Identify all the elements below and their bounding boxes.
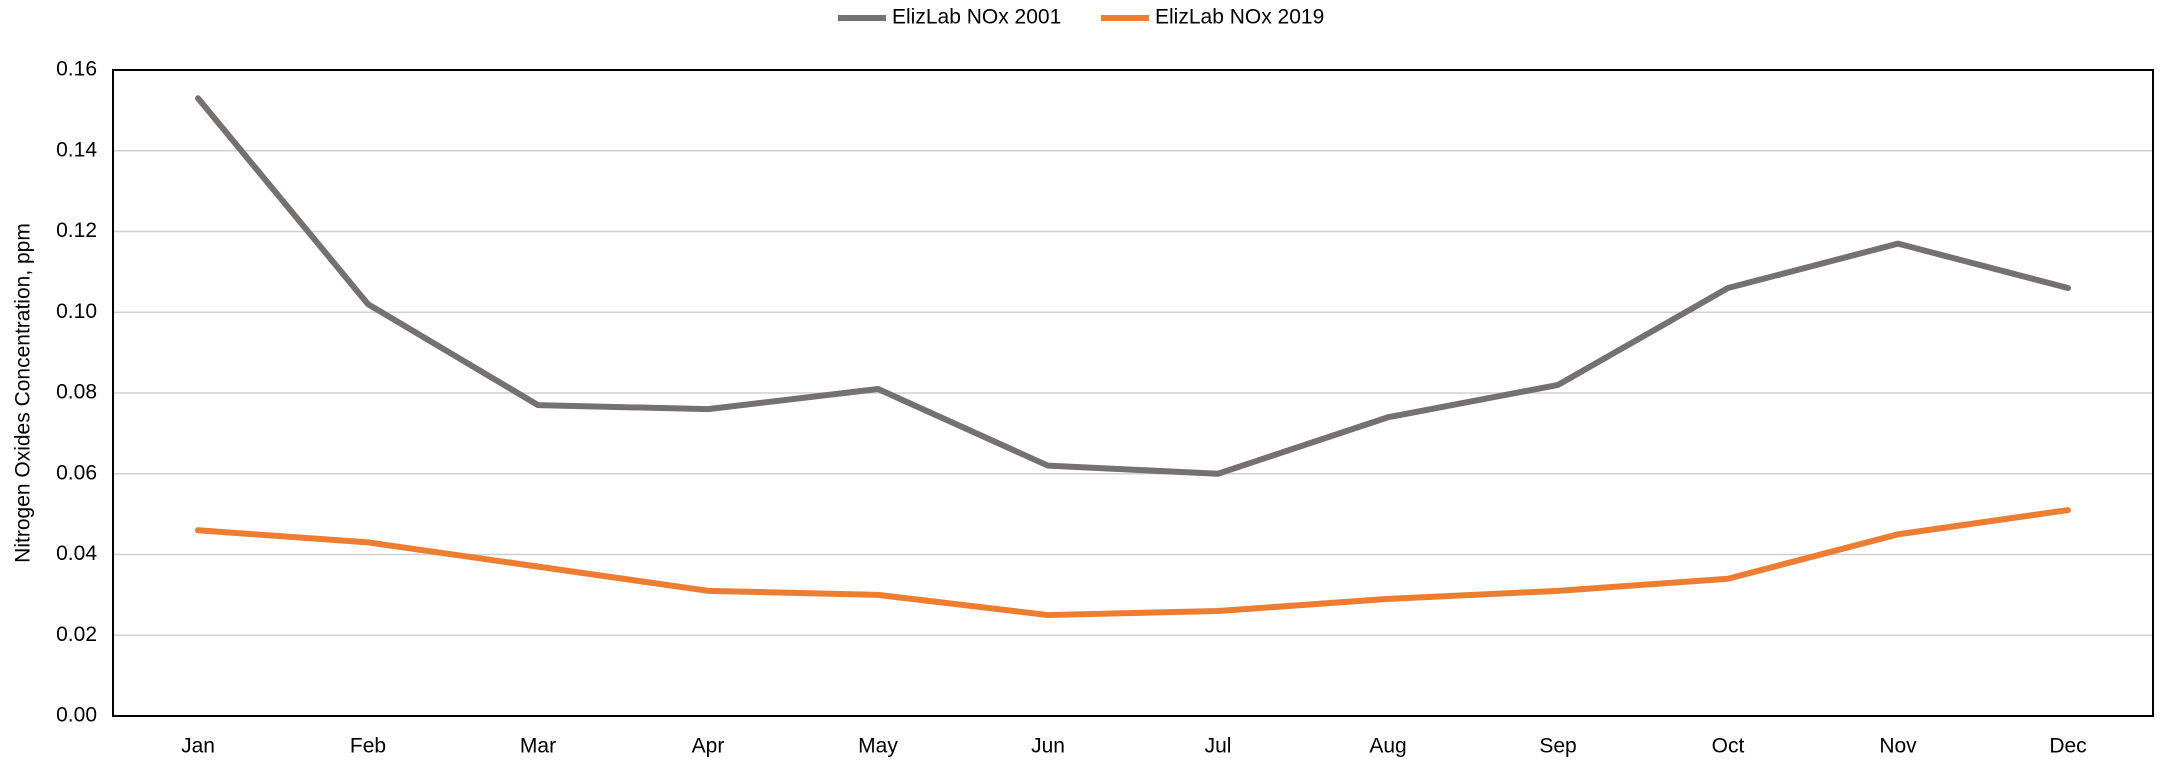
- data-line: [195, 507, 2071, 619]
- x-tick-label: Apr: [692, 735, 725, 758]
- x-tick-label: Aug: [1369, 735, 1406, 758]
- x-tick-label: Oct: [1712, 735, 1745, 758]
- y-tick-label: 0.02: [56, 623, 97, 646]
- plot-border: [112, 69, 2154, 717]
- y-tick-label: 0.06: [56, 461, 97, 484]
- x-tick-label: Jan: [181, 735, 215, 758]
- legend-label: ElizLab NOx 2001: [892, 6, 1061, 29]
- y-tick-label: 0.00: [56, 704, 97, 727]
- y-tick-label: 0.04: [56, 542, 97, 565]
- x-tick-label: Feb: [350, 735, 386, 758]
- y-axis-label: Nitrogen Oxides Concentration, ppm: [12, 223, 35, 563]
- x-tick-label: Sep: [1539, 735, 1576, 758]
- y-tick-label: 0.12: [56, 219, 97, 242]
- x-tick-label: Nov: [1879, 735, 1917, 758]
- x-tick-label: Jul: [1205, 735, 1232, 758]
- y-tick-label: 0.14: [56, 138, 97, 161]
- x-tick-label: May: [858, 735, 898, 758]
- x-tick-label: Mar: [520, 735, 556, 758]
- y-tick-label: 0.08: [56, 381, 97, 404]
- x-tick-label: Jun: [1031, 735, 1065, 758]
- x-tick-label: Dec: [2049, 735, 2086, 758]
- data-line: [195, 95, 2071, 477]
- y-tick-label: 0.16: [56, 58, 97, 81]
- y-tick-label: 0.10: [56, 300, 97, 323]
- legend-label: ElizLab NOx 2019: [1155, 6, 1324, 29]
